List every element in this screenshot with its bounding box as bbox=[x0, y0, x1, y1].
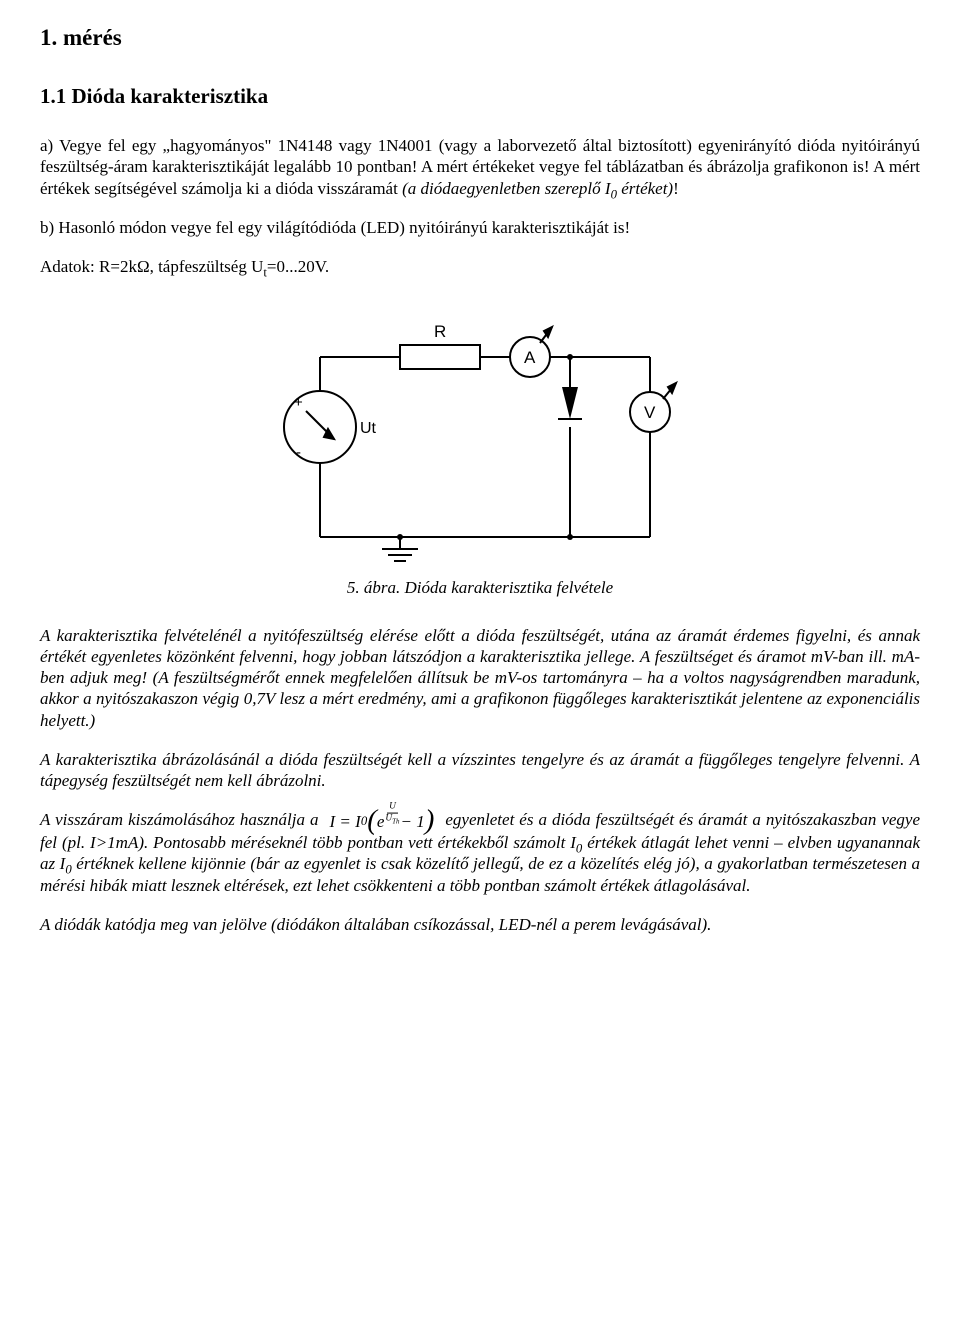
eq-paren-open: ( bbox=[367, 812, 377, 829]
text: A visszáram kiszámolásához használja a bbox=[40, 810, 319, 829]
circuit-svg: + - R A V Ut bbox=[250, 307, 710, 567]
paragraph-guidance-1: A karakterisztika felvételénél a nyitófe… bbox=[40, 625, 920, 731]
text: =0...20V. bbox=[267, 257, 329, 276]
figure-caption: 5. ábra. Dióda karakterisztika felvétele bbox=[40, 577, 920, 598]
text: ! bbox=[673, 179, 679, 198]
paragraph-cathode-note: A diódák katódja meg van jelölve (diódák… bbox=[40, 914, 920, 935]
paragraph-a: a) Vegye fel egy „hagyományos" 1N4148 va… bbox=[40, 135, 920, 199]
eq-exponent-fraction: U UTh bbox=[385, 802, 399, 824]
text: értéknek kellene kijönnie (bár az egyenl… bbox=[40, 854, 920, 894]
paragraph-guidance-2: A karakterisztika ábrázolásánál a dióda … bbox=[40, 749, 920, 792]
eq-paren-close: ) bbox=[425, 812, 435, 829]
paragraph-equation: A visszáram kiszámolásához használja a I… bbox=[40, 809, 920, 896]
ammeter-label: A bbox=[524, 348, 536, 367]
eq-minus1: − 1 bbox=[401, 811, 425, 832]
plus-label: + bbox=[294, 394, 303, 411]
eq-lhs: I = I bbox=[330, 811, 361, 832]
eq-den: UTh bbox=[385, 813, 399, 823]
text-italic: (a diódaegyenletben szereplő I0 értéket) bbox=[402, 179, 673, 198]
text: Adatok: R=2kΩ, tápfeszültség U bbox=[40, 257, 263, 276]
voltmeter-label: V bbox=[644, 403, 656, 422]
paragraph-data: Adatok: R=2kΩ, tápfeszültség Ut=0...20V. bbox=[40, 256, 920, 277]
minus-label: - bbox=[296, 444, 301, 461]
circuit-figure: + - R A V Ut bbox=[40, 307, 920, 567]
diode-equation: I = I 0 ( e U UTh − 1 ) bbox=[330, 811, 435, 833]
text: (a diódaegyenletben szereplő I bbox=[402, 179, 611, 198]
page-title: 1. mérés bbox=[40, 24, 920, 53]
eq-e: e bbox=[377, 811, 385, 832]
paragraph-b: b) Hasonló módon vegye fel egy világítód… bbox=[40, 217, 920, 238]
section-title: 1.1 Dióda karakterisztika bbox=[40, 83, 920, 109]
source-label: Ut bbox=[360, 420, 377, 437]
eq-num: U bbox=[387, 802, 398, 813]
resistor-label: R bbox=[434, 322, 446, 341]
text: értéket) bbox=[617, 179, 673, 198]
